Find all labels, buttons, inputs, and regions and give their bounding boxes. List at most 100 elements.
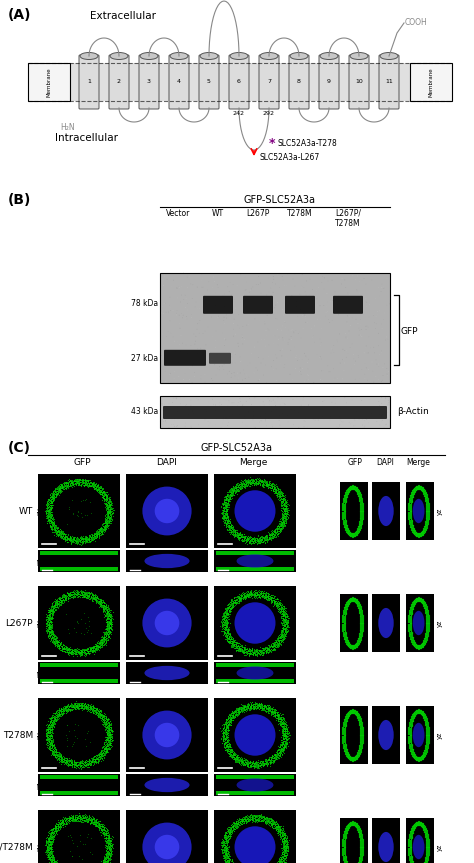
- Point: [422, 620, 430, 634]
- Point: [236, 644, 244, 658]
- Point: [105, 614, 113, 628]
- Point: [356, 838, 364, 852]
- Point: [274, 482, 282, 495]
- Point: [44, 722, 51, 736]
- Point: [101, 602, 109, 615]
- Point: [266, 755, 273, 769]
- Point: [71, 696, 79, 710]
- Point: [270, 524, 277, 538]
- Point: [89, 641, 96, 655]
- Point: [341, 728, 349, 741]
- Point: [69, 532, 77, 545]
- Point: [85, 586, 92, 600]
- Point: [281, 509, 289, 523]
- Point: [278, 488, 286, 501]
- Point: [225, 415, 232, 429]
- Point: [346, 748, 353, 762]
- Point: [282, 738, 290, 752]
- Point: [350, 818, 358, 832]
- Point: [102, 824, 109, 838]
- Point: [73, 698, 81, 712]
- Point: [176, 372, 184, 386]
- Point: [283, 620, 291, 633]
- Point: [356, 734, 364, 747]
- Point: [223, 507, 230, 520]
- Point: [416, 751, 423, 765]
- Point: [345, 635, 352, 649]
- Point: [100, 710, 108, 724]
- Point: [242, 816, 250, 829]
- Point: [162, 375, 170, 388]
- Point: [233, 640, 240, 654]
- Point: [246, 536, 254, 550]
- Point: [73, 508, 81, 522]
- Point: [355, 855, 362, 863]
- Point: [227, 518, 234, 532]
- Point: [275, 633, 283, 647]
- Point: [353, 483, 360, 497]
- Point: [103, 822, 110, 836]
- Point: [53, 523, 60, 537]
- Point: [342, 517, 349, 531]
- Point: [344, 823, 351, 837]
- Point: [352, 419, 359, 432]
- Point: [67, 755, 74, 769]
- Point: [281, 737, 288, 751]
- Point: [319, 269, 326, 283]
- Point: [102, 740, 109, 753]
- Point: [229, 595, 237, 608]
- Point: [47, 739, 55, 753]
- Point: [358, 740, 366, 753]
- Point: [60, 702, 68, 716]
- Point: [241, 589, 248, 602]
- Point: [54, 597, 61, 611]
- Point: [49, 488, 57, 502]
- Point: [407, 829, 415, 843]
- Point: [261, 529, 269, 543]
- Point: [421, 857, 428, 863]
- Point: [64, 531, 72, 545]
- Point: [422, 610, 430, 624]
- Point: [290, 325, 298, 339]
- Point: [230, 482, 238, 495]
- Point: [67, 753, 74, 767]
- Point: [351, 482, 359, 495]
- Point: [226, 710, 234, 724]
- Point: [409, 857, 417, 863]
- Point: [53, 856, 60, 863]
- Point: [246, 477, 254, 491]
- Point: [282, 851, 290, 863]
- Point: [407, 730, 415, 744]
- Point: [223, 738, 231, 752]
- Point: [48, 826, 55, 840]
- Point: [341, 839, 349, 853]
- Point: [281, 491, 288, 505]
- Text: L267P: L267P: [6, 619, 33, 627]
- Point: [105, 854, 113, 863]
- Point: [88, 530, 95, 544]
- Point: [225, 746, 232, 760]
- Point: [407, 510, 414, 524]
- Point: [230, 816, 238, 830]
- Point: [102, 628, 109, 642]
- Point: [225, 833, 233, 847]
- Point: [87, 586, 94, 600]
- Point: [239, 699, 247, 713]
- Point: [221, 736, 228, 750]
- Point: [80, 816, 87, 829]
- Point: [340, 621, 348, 635]
- Point: [278, 607, 285, 620]
- Point: [225, 824, 232, 838]
- Point: [356, 633, 364, 646]
- Point: [279, 603, 286, 617]
- Point: [411, 749, 419, 763]
- Point: [105, 832, 112, 846]
- Point: [84, 645, 91, 658]
- Point: [91, 704, 98, 718]
- Point: [346, 527, 354, 541]
- Point: [253, 534, 261, 548]
- Point: [70, 759, 78, 773]
- Point: [66, 478, 74, 492]
- Point: [237, 354, 245, 368]
- Point: [229, 484, 237, 498]
